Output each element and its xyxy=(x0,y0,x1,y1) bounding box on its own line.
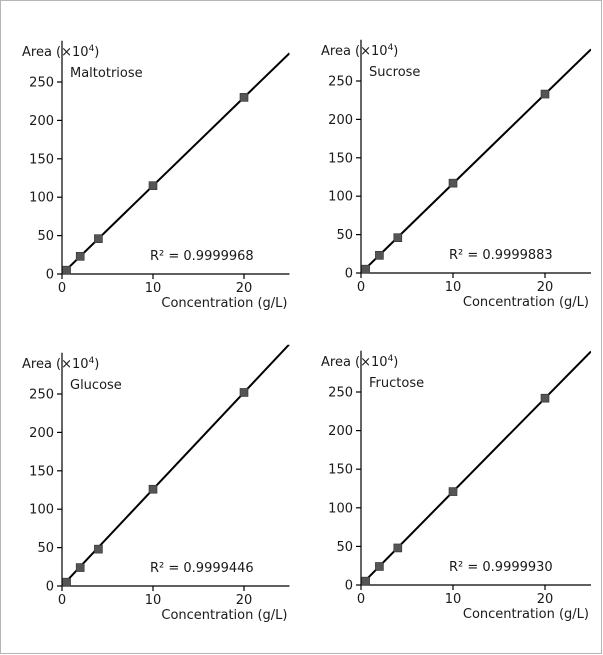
y-tick-label: 50 xyxy=(37,229,54,244)
panel-fructose: 0 50 100 150 200 250 0 10 20 Area (×104) Concentra… xyxy=(321,350,591,622)
data-point xyxy=(62,577,71,587)
panel-sucrose: 0 50 100 150 200 250 0 10 20 Area (×104) Concentra… xyxy=(321,39,591,310)
panel-title: Maltotriose xyxy=(70,66,143,81)
x-tick-label: 0 xyxy=(357,592,365,607)
y-tick-label: 0 xyxy=(46,580,54,595)
panel-maltotriose: 0 50 100 150 200 250 0 10 20 Area (×104) Concentra… xyxy=(22,40,290,311)
y-tick-label: 50 xyxy=(37,541,54,556)
data-point xyxy=(94,234,103,243)
y-tick-label: 50 xyxy=(336,228,353,243)
x-tick-label: 10 xyxy=(145,281,162,296)
r-squared-annotation: R² = 0.9999968 xyxy=(150,249,254,264)
data-point xyxy=(540,393,550,403)
y-tick-label: 50 xyxy=(336,540,353,555)
data-point xyxy=(375,562,384,571)
y-tick-label: 200 xyxy=(29,114,54,129)
panel-title: Glucose xyxy=(70,378,122,393)
r-squared-annotation: R² = 0.9999930 xyxy=(449,560,553,575)
panel-title: Fructose xyxy=(369,376,424,391)
panel-title: Sucrose xyxy=(369,65,420,80)
x-tick-label: 20 xyxy=(537,280,554,295)
y-tick-label: 250 xyxy=(328,75,353,90)
data-point xyxy=(75,563,85,572)
y-tick-label: 150 xyxy=(29,464,54,479)
y-tick-label: 150 xyxy=(29,152,54,167)
data-point xyxy=(361,264,370,274)
x-axis-label: Concentration (g/L) xyxy=(463,295,589,310)
data-point xyxy=(448,487,458,496)
y-axis-label: Area (×104) xyxy=(22,44,99,60)
y-tick-label: 200 xyxy=(328,113,353,128)
data-point xyxy=(62,265,71,275)
y-axis-label: Area (×104) xyxy=(321,43,398,59)
data-point xyxy=(361,576,370,586)
y-tick-label: 0 xyxy=(345,579,353,594)
r-squared-annotation: R² = 0.9999446 xyxy=(150,561,254,576)
data-point xyxy=(239,388,249,397)
x-axis-label: Concentration (g/L) xyxy=(161,296,287,311)
panel-glucose: 0 50 100 150 200 250 0 10 20 Area (×104) Concentra… xyxy=(22,344,290,623)
x-tick-label: 0 xyxy=(58,281,66,296)
y-tick-label: 150 xyxy=(328,463,353,478)
x-tick-label: 20 xyxy=(537,592,554,607)
y-axis-label: Area (×104) xyxy=(22,356,99,372)
y-tick-label: 100 xyxy=(29,191,54,206)
x-tick-label: 10 xyxy=(145,593,162,608)
y-tick-label: 0 xyxy=(345,267,353,282)
x-axis-label: Concentration (g/L) xyxy=(161,608,287,623)
x-tick-label: 10 xyxy=(445,592,462,607)
data-point xyxy=(393,543,403,553)
data-point xyxy=(148,181,158,190)
x-tick-label: 20 xyxy=(236,281,253,296)
y-tick-label: 100 xyxy=(328,501,353,516)
data-point xyxy=(375,251,384,260)
data-point xyxy=(239,93,249,102)
data-point xyxy=(393,233,403,242)
y-axis-label: Area (×104) xyxy=(321,354,398,370)
x-tick-label: 0 xyxy=(357,280,365,295)
x-axis-label: Concentration (g/L) xyxy=(463,607,589,622)
data-point xyxy=(94,544,103,554)
y-tick-label: 250 xyxy=(29,388,54,403)
y-tick-label: 100 xyxy=(29,503,54,518)
y-tick-label: 200 xyxy=(29,426,54,441)
data-point xyxy=(75,252,85,261)
y-tick-label: 250 xyxy=(328,386,353,401)
y-tick-label: 150 xyxy=(328,151,353,166)
r-squared-annotation: R² = 0.9999883 xyxy=(449,248,553,263)
data-point xyxy=(148,484,158,494)
x-tick-label: 0 xyxy=(58,593,66,608)
data-point xyxy=(540,89,550,99)
x-tick-label: 20 xyxy=(236,593,253,608)
y-tick-label: 250 xyxy=(29,76,54,91)
y-tick-label: 0 xyxy=(46,268,54,283)
x-tick-label: 10 xyxy=(445,280,462,295)
data-point xyxy=(448,178,458,188)
y-tick-label: 200 xyxy=(328,424,353,439)
y-tick-label: 100 xyxy=(328,190,353,205)
